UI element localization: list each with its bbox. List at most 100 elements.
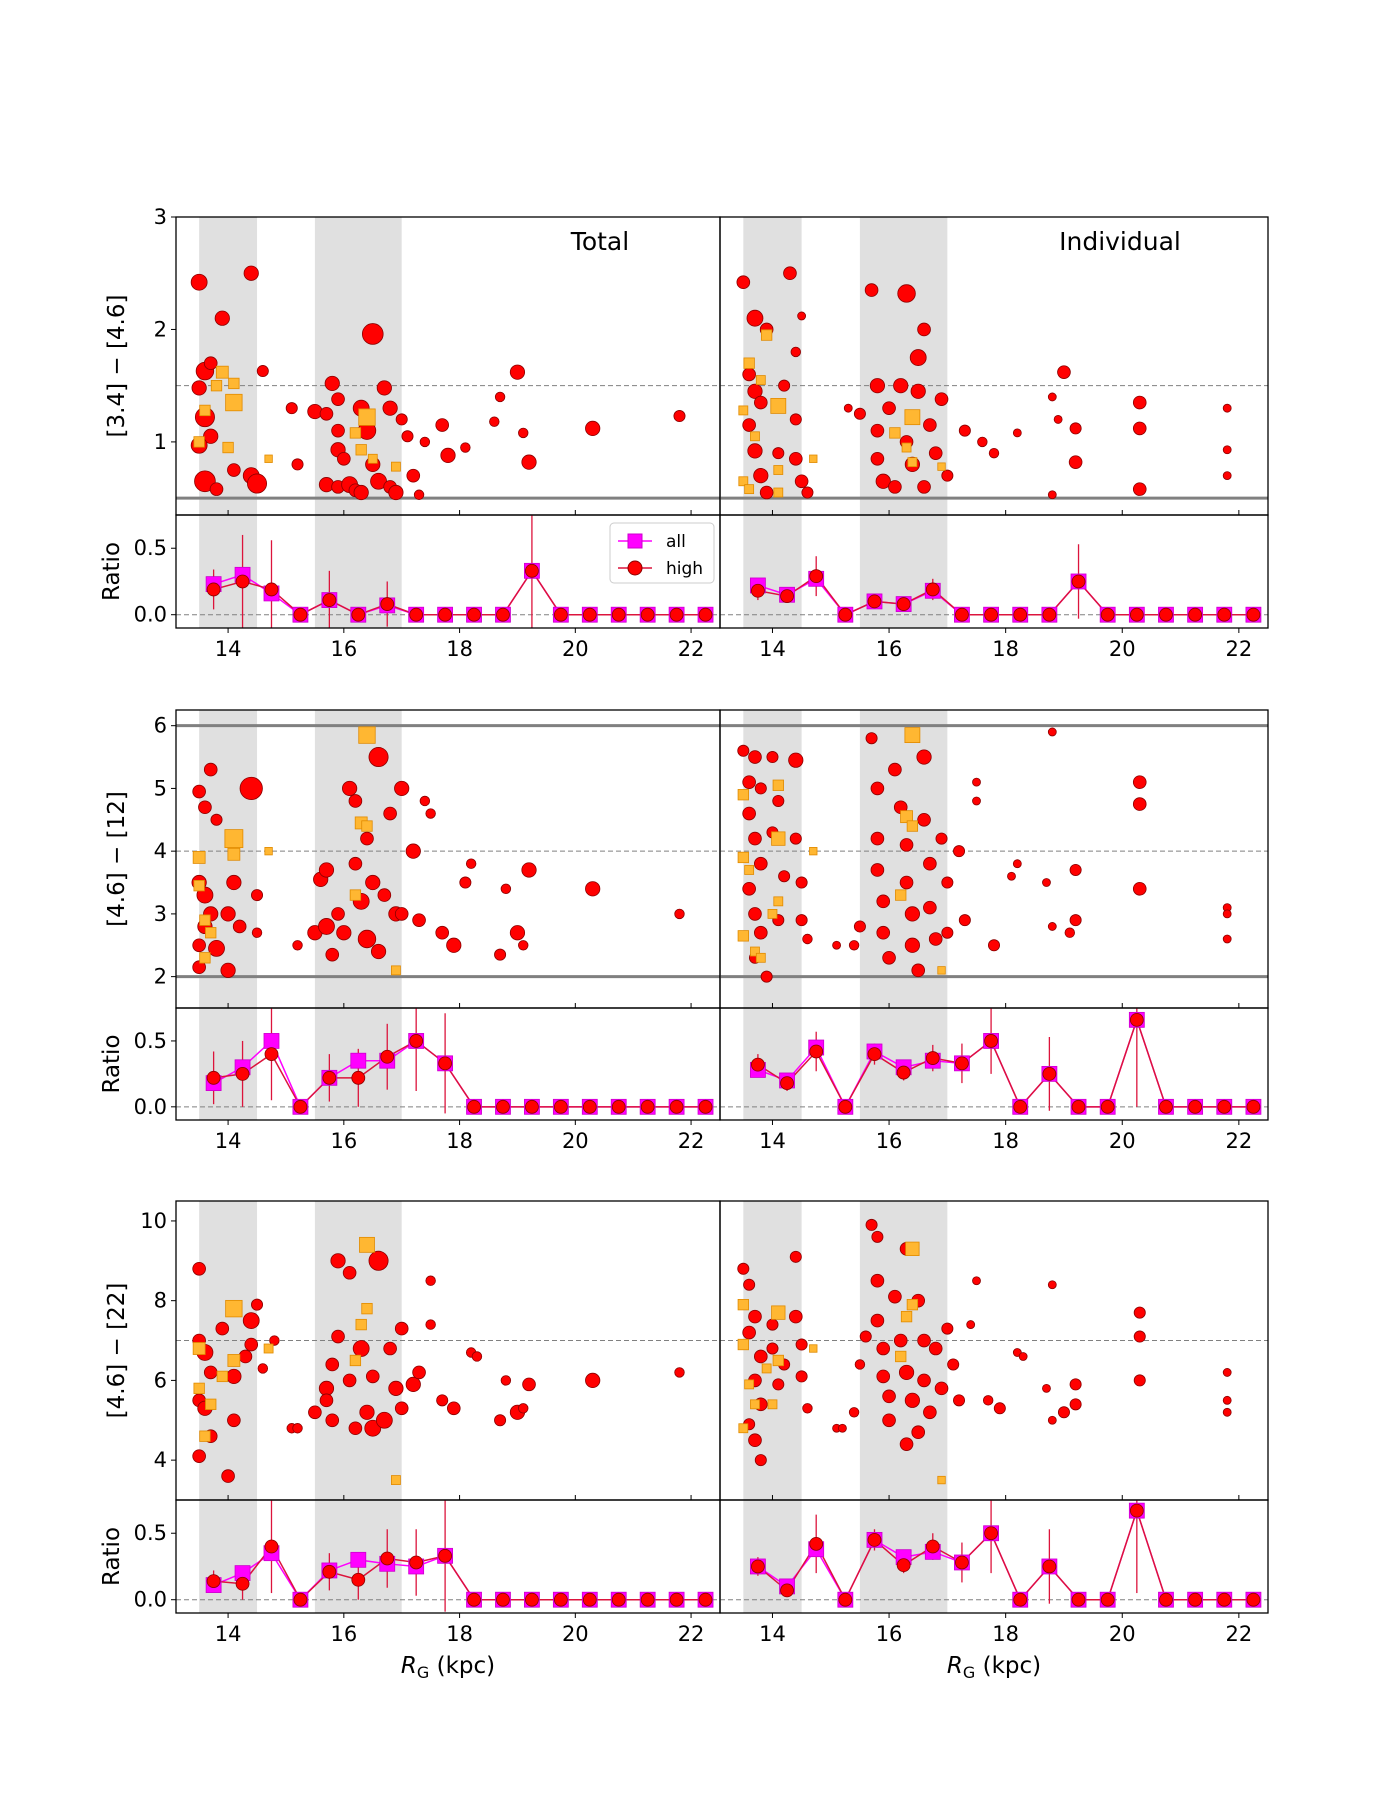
- all-point: [227, 1354, 241, 1367]
- high-ratio-marker: [809, 1536, 824, 1551]
- high-point: [425, 1319, 436, 1330]
- high-point: [993, 1402, 1006, 1415]
- high-point: [832, 940, 841, 950]
- x-tick-label: 14: [759, 637, 786, 661]
- high-ratio-marker: [750, 1559, 765, 1574]
- high-point: [348, 1421, 363, 1436]
- high-ratio-marker: [611, 607, 626, 622]
- high-point: [904, 1392, 920, 1408]
- high-point: [1053, 415, 1063, 424]
- all-point: [755, 952, 766, 963]
- high-point: [1222, 445, 1232, 455]
- x-tick-label: 14: [215, 1622, 242, 1646]
- high-point: [934, 392, 949, 406]
- high-point: [893, 378, 909, 394]
- high-ratio-marker: [582, 1592, 597, 1607]
- high-point: [585, 420, 601, 437]
- high-point: [1222, 1368, 1232, 1377]
- x-tick-label: 20: [1109, 1129, 1136, 1153]
- high-ratio-marker: [925, 1051, 940, 1065]
- all-point: [358, 408, 376, 426]
- high-ratio-marker: [698, 1592, 713, 1607]
- high-ratio-marker: [293, 1099, 308, 1114]
- high-ratio-marker: [553, 1592, 568, 1607]
- high-ratio-marker: [206, 1574, 221, 1588]
- all-point: [900, 810, 913, 824]
- all-point: [192, 1342, 206, 1355]
- high-point: [802, 933, 813, 945]
- high-point: [220, 962, 236, 978]
- high-point: [471, 1351, 483, 1362]
- high-ratio-marker: [925, 1539, 940, 1554]
- high-point: [308, 1405, 322, 1420]
- high-ratio-marker: [780, 589, 794, 603]
- high-ratio-marker: [1100, 607, 1115, 622]
- high-point: [897, 284, 916, 303]
- x-tick-label: 22: [678, 1622, 705, 1646]
- high-point: [958, 424, 971, 437]
- high-point: [518, 1403, 529, 1414]
- high-point: [972, 796, 981, 806]
- all-point: [772, 779, 784, 791]
- high-point: [988, 447, 1000, 459]
- high-point: [494, 948, 507, 961]
- high-point: [198, 800, 212, 815]
- high-ratio-marker: [984, 1034, 998, 1048]
- high-point: [977, 436, 988, 448]
- high-point: [972, 1276, 981, 1286]
- high-point: [743, 1278, 756, 1291]
- y-tick-label: 4: [154, 839, 167, 863]
- high-point: [876, 1341, 891, 1356]
- legend-label: high: [666, 559, 703, 579]
- x-tick-label: 20: [1109, 637, 1136, 661]
- high-point: [460, 442, 471, 453]
- high-point: [870, 831, 885, 846]
- high-point: [923, 418, 937, 432]
- high-point: [870, 451, 885, 466]
- high-point: [795, 876, 808, 889]
- ratio-y-tick-label: 0.5: [134, 536, 167, 560]
- high-point: [748, 1309, 762, 1324]
- x-tick-label: 18: [446, 637, 473, 661]
- scatter-panel: Individual: [719, 216, 1269, 516]
- high-point: [848, 1407, 860, 1418]
- high-point: [899, 875, 914, 890]
- high-point: [1012, 428, 1022, 438]
- high-point: [1132, 775, 1147, 789]
- high-ratio-marker: [640, 1099, 655, 1114]
- high-point: [870, 781, 885, 796]
- high-ratio-marker: [380, 597, 395, 611]
- ratio-axis-label: Ratio: [99, 542, 125, 601]
- all-point: [199, 1430, 211, 1442]
- high-point: [435, 418, 450, 432]
- all-point: [199, 952, 211, 964]
- high-ratio-marker: [1013, 1592, 1028, 1607]
- high-point: [425, 808, 436, 819]
- high-ratio-marker: [525, 1592, 539, 1607]
- all-point: [215, 365, 229, 379]
- panel-row2-individual: 14 16 18 20 22: [719, 709, 1269, 1153]
- high-point: [899, 838, 914, 852]
- all-ratio-marker: [350, 1551, 367, 1568]
- x-tick-label: 16: [876, 1129, 903, 1153]
- high-point: [357, 929, 377, 949]
- all-point: [361, 820, 373, 832]
- high-point: [269, 1335, 280, 1346]
- y-axis-label: [3.4] − [4.6]: [104, 295, 130, 438]
- high-point: [318, 1380, 335, 1396]
- high-point: [789, 413, 802, 426]
- high-point: [1132, 395, 1147, 410]
- high-point: [1057, 1406, 1070, 1419]
- high-ratio-marker: [838, 1099, 853, 1114]
- all-point: [755, 375, 766, 385]
- high-point: [865, 732, 878, 745]
- high-ratio-marker: [264, 1047, 279, 1062]
- high-point: [795, 914, 808, 927]
- high-ratio-marker: [1042, 1066, 1057, 1081]
- high-point: [192, 938, 206, 953]
- all-point: [809, 847, 818, 856]
- high-ratio-marker: [896, 1558, 911, 1573]
- high-point: [500, 883, 512, 895]
- high-point: [754, 1349, 768, 1364]
- high-point: [673, 410, 686, 423]
